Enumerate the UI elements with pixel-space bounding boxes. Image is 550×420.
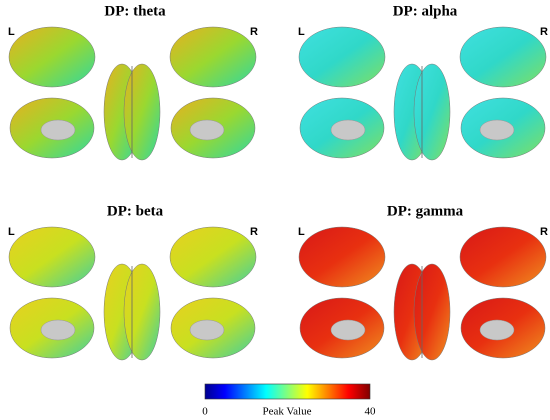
brain-medial-right-core	[189, 319, 225, 341]
panel: DP: gamma L R	[298, 203, 548, 361]
panel: DP: theta L R	[8, 3, 258, 161]
right-label: R	[250, 26, 258, 38]
panel-title: DP: alpha	[393, 3, 458, 19]
left-label: L	[8, 226, 15, 238]
panel-title: DP: gamma	[387, 203, 464, 219]
brain-medial-left-core	[40, 319, 76, 341]
brain-medial-left-core	[330, 119, 366, 141]
colorbar-max: 40	[365, 406, 377, 418]
brain-lateral-left	[298, 226, 386, 288]
right-label: R	[540, 26, 548, 38]
brain-dorsal-right	[413, 263, 451, 361]
left-label: L	[298, 226, 305, 238]
left-label: L	[8, 26, 15, 38]
panel-title: DP: theta	[104, 3, 166, 19]
brain-medial-left-core	[40, 119, 76, 141]
brain-dorsal-right	[413, 63, 451, 161]
brain-dorsal-right	[123, 263, 161, 361]
brain-lateral-right	[169, 26, 257, 88]
panel: DP: alpha L R	[298, 3, 548, 161]
brain-lateral-right	[459, 26, 547, 88]
panel-title: DP: beta	[107, 203, 164, 219]
right-label: R	[250, 226, 258, 238]
brain-medial-right-core	[189, 119, 225, 141]
left-label: L	[298, 26, 305, 38]
colorbar-min: 0	[202, 406, 208, 418]
brain-medial-right-core	[479, 119, 515, 141]
colorbar	[204, 383, 371, 400]
brain-lateral-left	[8, 226, 96, 288]
colorbar-label: Peak Value	[263, 406, 312, 418]
brain-lateral-right	[169, 226, 257, 288]
brain-lateral-left	[298, 26, 386, 88]
brain-dorsal-right	[123, 63, 161, 161]
panel: DP: beta L R	[8, 203, 258, 361]
brain-medial-left-core	[330, 319, 366, 341]
brain-lateral-left	[8, 26, 96, 88]
brain-medial-right-core	[479, 319, 515, 341]
right-label: R	[540, 226, 548, 238]
brain-lateral-right	[459, 226, 547, 288]
